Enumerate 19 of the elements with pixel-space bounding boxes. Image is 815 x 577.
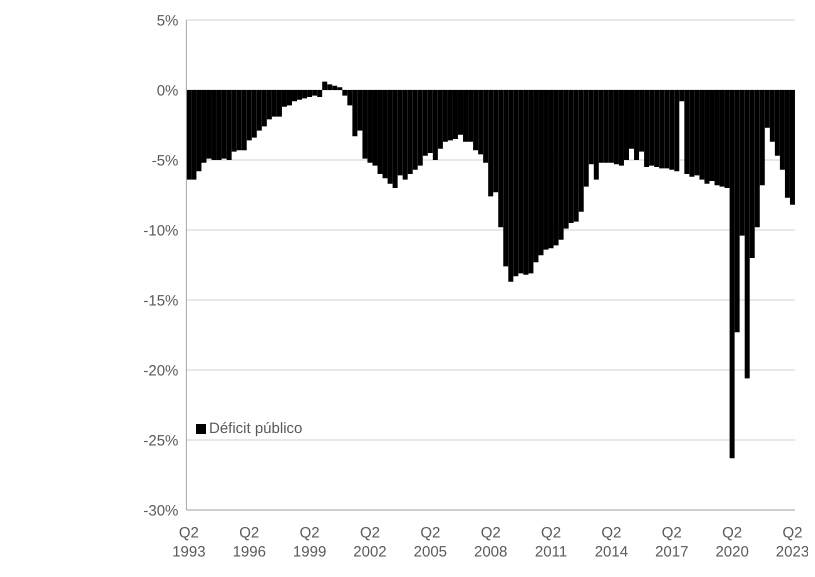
- x-tick-label: Q2 2002: [353, 524, 387, 560]
- x-tick-label: Q2 2020: [715, 524, 749, 560]
- y-tick-label: -10%: [143, 222, 178, 240]
- x-tick-label: Q2 2017: [655, 524, 688, 560]
- y-tick-label: -30%: [143, 502, 178, 520]
- legend-label: Déficit público: [209, 420, 302, 437]
- x-tick-label: Q2 2005: [414, 524, 448, 560]
- y-tick-label: -20%: [143, 362, 178, 380]
- y-tick-label: 5%: [156, 12, 178, 30]
- x-tick-label: Q2 1999: [292, 524, 326, 560]
- x-tick-label: Q2 2014: [594, 524, 628, 560]
- y-tick-label: 0%: [156, 82, 178, 100]
- y-tick-label: -15%: [143, 292, 178, 310]
- x-tick-label: Q2 1996: [232, 524, 266, 560]
- x-tick-label: Q2 2011: [534, 524, 568, 560]
- y-tick-label: -5%: [152, 152, 178, 170]
- x-tick-label: Q2 2008: [474, 524, 508, 560]
- y-tick-label: -25%: [143, 432, 178, 450]
- x-tick-label: Q2 1993: [172, 524, 206, 560]
